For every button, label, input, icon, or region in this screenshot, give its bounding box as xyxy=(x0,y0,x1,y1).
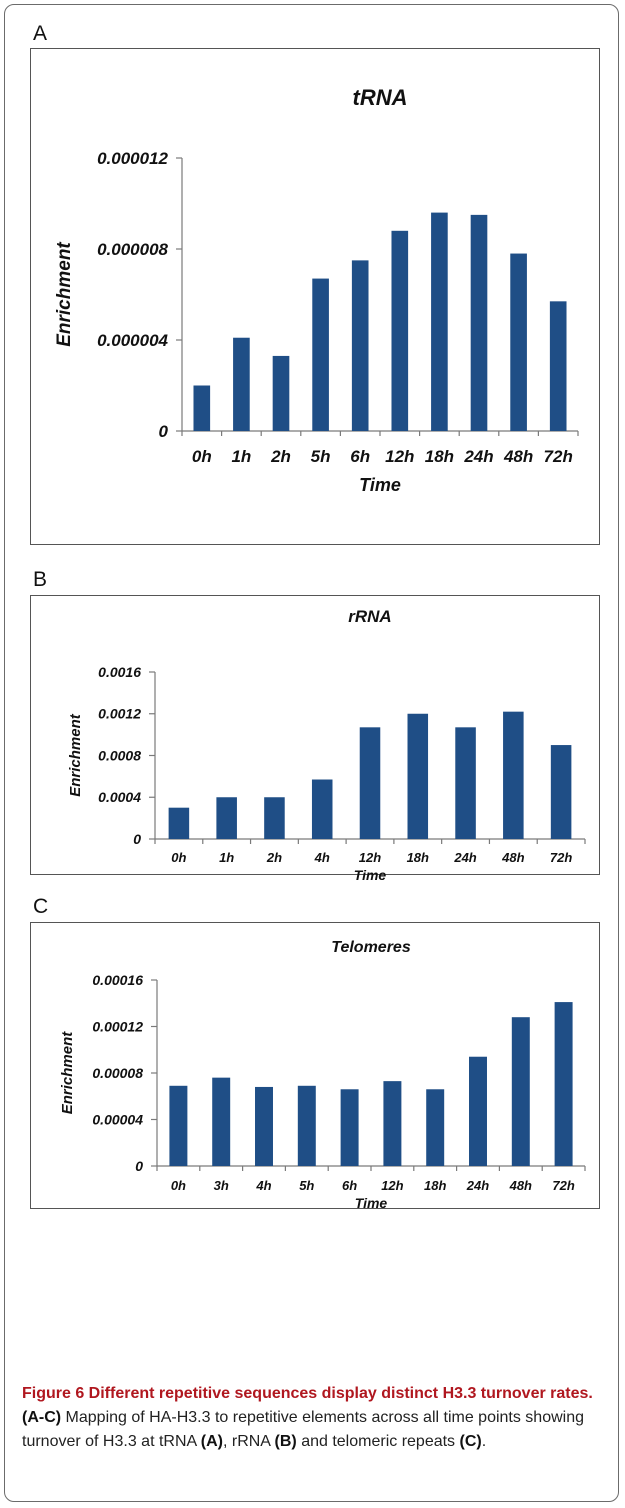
bar-1h xyxy=(233,337,250,431)
x-tick-label: 0h xyxy=(171,850,186,865)
x-tick-label: 72h xyxy=(550,850,572,865)
x-tick-label: 1h xyxy=(219,850,234,865)
bar-48h xyxy=(511,1017,530,1166)
chart-title: rRNA xyxy=(348,607,391,626)
x-tick-label: 4h xyxy=(255,1178,271,1193)
bar-72h xyxy=(549,301,567,431)
x-tick-label: 18h xyxy=(425,447,454,466)
x-tick-label: 12h xyxy=(359,850,381,865)
caption-ref-range: (A-C) xyxy=(22,1409,62,1426)
bar-2h xyxy=(272,355,290,431)
x-tick-label: 12h xyxy=(385,447,414,466)
x-tick-label: 3h xyxy=(214,1178,229,1193)
x-tick-label: 4h xyxy=(314,850,330,865)
y-tick-label: 0.000008 xyxy=(97,240,168,259)
bar-24h xyxy=(470,214,488,431)
x-axis-label: Time xyxy=(355,1195,388,1211)
x-axis-label: Time xyxy=(359,475,401,495)
x-axis-label: Time xyxy=(354,867,387,883)
y-tick-label: 0 xyxy=(159,422,169,441)
x-tick-label: 5h xyxy=(311,447,331,466)
x-tick-label: 0h xyxy=(192,447,212,466)
x-tick-label: 6h xyxy=(350,447,370,466)
y-tick-label: 0 xyxy=(133,831,141,847)
x-tick-label: 24h xyxy=(466,1178,489,1193)
caption-ref-c: (C) xyxy=(459,1433,482,1450)
bar-4h xyxy=(311,779,333,839)
bar-0h xyxy=(168,807,190,839)
y-tick-label: 0.000004 xyxy=(97,331,168,350)
y-tick-label: 0.0004 xyxy=(98,789,141,805)
caption-ref-a: (A) xyxy=(200,1433,223,1450)
bar-6h xyxy=(340,1089,359,1166)
panel-letter-c: C xyxy=(33,895,49,918)
bar-18h xyxy=(431,212,448,431)
bar-5h xyxy=(312,278,329,431)
caption-text-1: Mapping of HA-H3.3 to repetitive element… xyxy=(22,1409,585,1450)
y-axis-label: Enrichment xyxy=(67,713,84,797)
bar-12h xyxy=(359,727,381,839)
bar-12h xyxy=(391,230,409,431)
y-axis-label: Enrichment xyxy=(59,1031,76,1115)
x-tick-label: 6h xyxy=(342,1178,357,1193)
bar-12h xyxy=(383,1081,402,1166)
caption-text-2: , rRNA xyxy=(222,1433,275,1450)
bar-0h xyxy=(193,385,211,431)
bar-6h xyxy=(351,260,369,431)
bar-3h xyxy=(212,1077,231,1166)
x-tick-label: 18h xyxy=(407,850,429,865)
y-tick-label: 0.0008 xyxy=(98,747,141,763)
bar-4h xyxy=(255,1086,273,1166)
x-tick-label: 24h xyxy=(463,447,493,466)
x-tick-label: 48h xyxy=(509,1178,532,1193)
bar-48h xyxy=(510,253,527,431)
y-tick-label: 0.0016 xyxy=(98,664,141,680)
bar-0h xyxy=(169,1085,188,1166)
caption-text-3: and telomeric repeats xyxy=(296,1433,460,1450)
x-tick-label: 5h xyxy=(299,1178,314,1193)
caption-text-4: . xyxy=(481,1433,487,1450)
chart-title: tRNA xyxy=(353,85,408,110)
panel-letter-a: A xyxy=(33,22,48,45)
panel-letter-b: B xyxy=(33,568,48,591)
bar-48h xyxy=(503,711,524,839)
figure-caption: Figure 6 Different repetitive sequences … xyxy=(22,1382,607,1454)
x-tick-label: 48h xyxy=(503,447,533,466)
x-tick-label: 2h xyxy=(266,850,282,865)
bar-24h xyxy=(455,727,476,839)
y-tick-label: 0.0012 xyxy=(98,706,141,722)
bar-18h xyxy=(426,1089,445,1166)
y-tick-label: 0.00008 xyxy=(92,1065,143,1081)
x-tick-label: 2h xyxy=(270,447,291,466)
y-tick-label: 0 xyxy=(135,1158,143,1174)
caption-title: Figure 6 Different repetitive sequences … xyxy=(22,1385,593,1402)
y-tick-label: 0.00004 xyxy=(92,1111,143,1127)
chart-title: Telomeres xyxy=(331,939,411,956)
x-tick-label: 72h xyxy=(552,1178,574,1193)
x-tick-label: 18h xyxy=(424,1178,446,1193)
figure-frame xyxy=(4,4,619,1502)
bar-72h xyxy=(554,1002,573,1166)
x-tick-label: 24h xyxy=(453,850,476,865)
bar-18h xyxy=(407,713,429,839)
x-tick-label: 48h xyxy=(501,850,524,865)
x-tick-label: 72h xyxy=(544,447,573,466)
x-tick-label: 1h xyxy=(231,447,251,466)
bar-2h xyxy=(264,797,285,839)
bar-24h xyxy=(469,1056,487,1166)
y-tick-label: 0.00012 xyxy=(92,1018,143,1034)
y-tick-label: 0.00016 xyxy=(92,972,143,988)
y-tick-label: 0.000012 xyxy=(97,149,168,168)
x-tick-label: 12h xyxy=(381,1178,403,1193)
bar-72h xyxy=(550,745,572,839)
y-axis-label: Enrichment xyxy=(54,242,75,347)
bar-1h xyxy=(216,797,237,839)
bar-5h xyxy=(297,1085,316,1166)
x-tick-label: 0h xyxy=(171,1178,186,1193)
caption-ref-b: (B) xyxy=(274,1433,297,1450)
